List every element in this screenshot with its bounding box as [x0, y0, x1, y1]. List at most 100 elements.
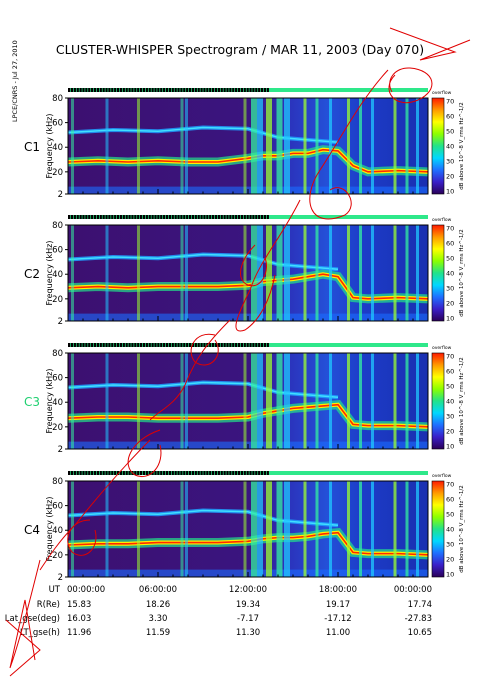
coverage-tick: [263, 343, 267, 347]
coverage-tick: [243, 88, 246, 92]
coverage-tick: [148, 343, 151, 347]
coverage-tick: [174, 215, 177, 219]
coverage-tick: [260, 471, 264, 475]
coverage-tick: [142, 343, 146, 347]
coverage-tick: [194, 343, 197, 347]
colorbar-tick-label: 70: [446, 225, 454, 233]
coverage-tick: [203, 471, 206, 475]
coverage-tick: [163, 88, 166, 92]
broadband-burst: [276, 481, 283, 577]
annotation-stroke: [389, 27, 471, 61]
coverage-tick: [148, 88, 151, 92]
broadband-burst: [405, 353, 409, 449]
coverage-tick: [258, 343, 261, 347]
coverage-tick: [105, 88, 108, 92]
coverage-tick: [140, 88, 143, 92]
broadband-burst: [359, 98, 362, 194]
coverage-tick: [266, 471, 269, 475]
coverage-tick: [240, 215, 243, 219]
colorbar-tick-label: 10: [446, 571, 454, 579]
coverage-tick: [212, 471, 215, 475]
broadband-burst: [347, 481, 350, 577]
colorbar-tick-label: 70: [446, 98, 454, 106]
broadband-burst: [416, 225, 419, 321]
broadband-burst: [105, 225, 109, 321]
coverage-tick: [96, 215, 99, 219]
y-tick-label: 60: [52, 119, 63, 129]
broadband-burst: [137, 481, 140, 577]
ephemeris-value: 18.26: [146, 600, 170, 610]
coverage-tick: [263, 215, 267, 219]
coverage-tick: [131, 343, 134, 347]
coverage-tick: [105, 215, 108, 219]
coverage-tick: [160, 471, 163, 475]
coverage-tick: [154, 471, 157, 475]
coverage-tick: [191, 471, 195, 475]
colorbar-overflow-label: overflow: [432, 90, 452, 96]
broadband-burst: [371, 353, 374, 449]
coverage-tick: [168, 215, 171, 219]
coverage-tick: [258, 88, 261, 92]
colorbar-tick-label: 30: [446, 285, 454, 293]
y-tick-label: 40: [52, 398, 63, 408]
colorbar-tick-label: 70: [446, 481, 454, 489]
coverage-tick: [119, 343, 123, 347]
coverage-tick: [148, 471, 151, 475]
panel-c2: 2 20 40 60 80 Frequency (kHz) C2 overflow 70 60 50…: [24, 215, 465, 327]
broadband-burst: [257, 481, 263, 577]
broadband-burst: [243, 225, 247, 321]
y-tick-label: 2: [58, 445, 63, 455]
hand-drawn-annotations: [5, 27, 471, 677]
broadband-burst: [251, 225, 257, 321]
coverage-tick: [180, 215, 183, 219]
coverage-tick: [76, 215, 79, 219]
ephemeris-value: -17.12: [324, 614, 351, 624]
annotation-stroke: [149, 319, 231, 421]
coverage-tick: [93, 215, 97, 219]
coverage-tick: [237, 471, 241, 475]
coverage-tick: [249, 88, 252, 92]
broadband-burst: [251, 481, 257, 577]
coverage-tick: [82, 343, 85, 347]
spectrogram-background: [68, 225, 428, 321]
colorbar-overflow-label: overflow: [432, 217, 452, 223]
colorbar-tick-label: 50: [446, 128, 454, 136]
coverage-tick: [148, 215, 151, 219]
broadband-burst: [180, 353, 184, 449]
annotation-stroke: [67, 519, 97, 556]
coverage-tick: [151, 88, 154, 92]
coverage-tick: [128, 471, 131, 475]
coverage-tick: [212, 343, 215, 347]
coverage-tick: [229, 88, 232, 92]
coverage-tick: [168, 343, 171, 347]
coverage-tick: [73, 471, 76, 475]
coverage-tick: [157, 88, 160, 92]
coverage-tick: [200, 343, 203, 347]
coverage-tick: [220, 215, 223, 219]
coverage-tick: [88, 343, 91, 347]
colorbar-overflow-label: overflow: [432, 473, 452, 479]
panels-group: 2 20 40 60 80 Frequency (kHz) C1 overflow 70 60 50…: [24, 88, 465, 583]
creation-label: LPCE/CNRS - Jul 27, 2010: [11, 40, 19, 122]
coverage-tick: [128, 88, 131, 92]
coverage-tick: [266, 215, 269, 219]
coverage-tick: [85, 88, 88, 92]
coverage-tick: [114, 88, 117, 92]
coverage-tick: [116, 215, 120, 219]
ephemeris-value: 10.65: [408, 628, 432, 638]
coverage-tick: [68, 471, 71, 475]
coverage-tick: [171, 343, 174, 347]
coverage-tick: [249, 471, 252, 475]
ephemeris-value: 15.83: [67, 600, 91, 610]
coverage-tick: [99, 88, 102, 92]
colorbar-tick-label: 10: [446, 188, 454, 196]
coverage-tick: [160, 88, 163, 92]
coverage-tick: [157, 215, 160, 219]
coverage-tick: [183, 471, 186, 475]
coverage-tick: [99, 343, 102, 347]
coverage-tick: [108, 343, 111, 347]
coverage-tick: [102, 215, 105, 219]
coverage-tick: [70, 343, 74, 347]
coverage-tick: [214, 343, 218, 347]
coverage-tick: [194, 88, 197, 92]
